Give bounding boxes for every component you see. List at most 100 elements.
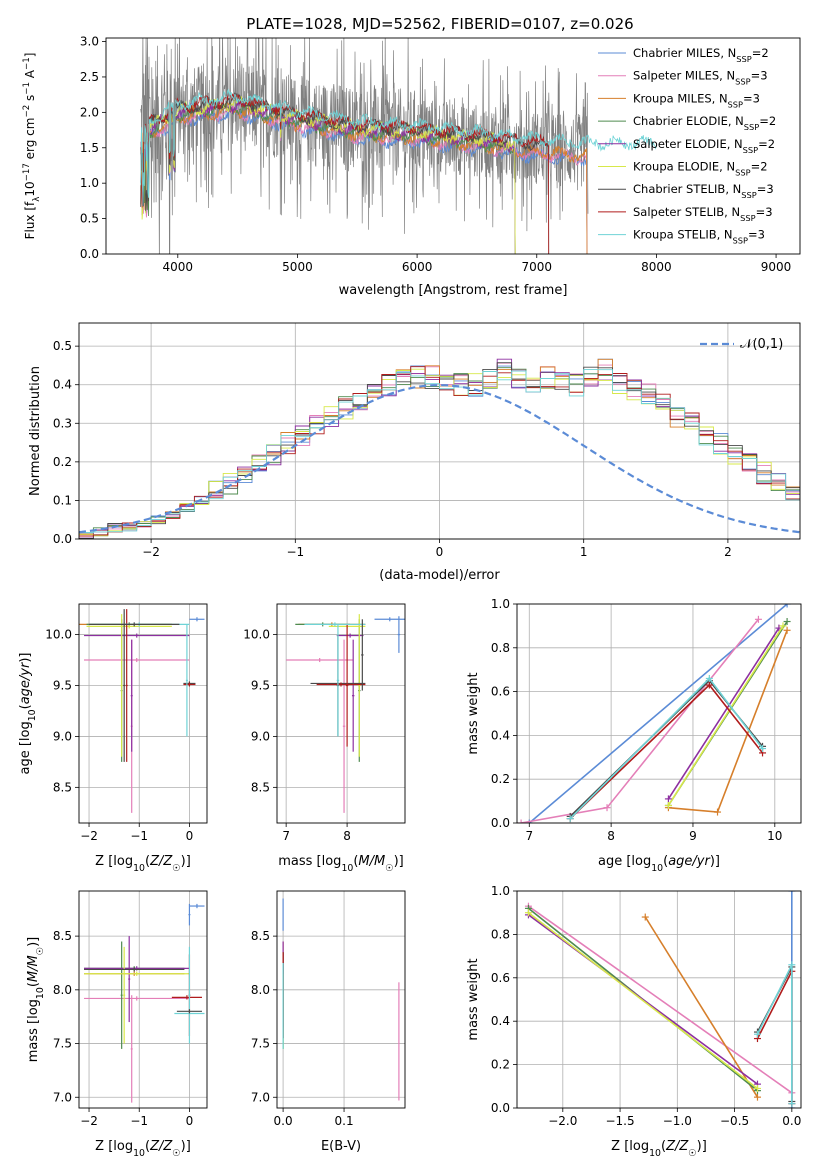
weight-line xyxy=(528,914,758,1085)
legend-entry: Salpeter ELODIE, NSSP=2 xyxy=(633,137,775,155)
x-axis-label: Z [log10(Z/Z☉)] xyxy=(95,854,191,874)
y-tick-label: 7.5 xyxy=(251,1037,270,1051)
x-tick-label: 7 xyxy=(525,829,533,843)
x-axis-label: wavelength [Angstrom, rest frame] xyxy=(339,283,568,298)
x-axis-label: mass [log10(M/M☉)] xyxy=(278,854,404,874)
x-tick-label: −0.5 xyxy=(720,1114,749,1128)
model-spectrum-line xyxy=(140,99,516,254)
axes-frame xyxy=(78,603,208,824)
weight-line xyxy=(528,912,758,1090)
y-tick-label: 8.0 xyxy=(251,983,270,997)
weight-line xyxy=(756,970,793,1104)
weight_vs_age-panel: 7 8 9 10 0.0 0.2 0.4 0.6 0.8 1.0 age [log10(age/yr… xyxy=(466,597,802,874)
y-axis-label: mass weight xyxy=(466,672,481,754)
y-tick-label: 0.8 xyxy=(491,641,510,655)
y-tick-label: 0.1 xyxy=(53,493,72,507)
histogram-line xyxy=(79,358,800,536)
x-tick-label: 7 xyxy=(282,829,290,843)
y-axis-label: mass weight xyxy=(466,958,481,1040)
legend-entry: Salpeter MILES, NSSP=3 xyxy=(633,69,768,87)
x-tick-label: −1.5 xyxy=(605,1114,634,1128)
legend-entry: Salpeter STELIB, NSSP=3 xyxy=(633,205,773,223)
legend-entry: Chabrier STELIB, NSSP=3 xyxy=(633,182,774,200)
x-tick-label: 0 xyxy=(186,829,194,843)
axes-frame xyxy=(276,890,406,1109)
x-tick-label: 2 xyxy=(724,545,732,559)
weight-line xyxy=(667,627,780,800)
y-tick-label: 1.0 xyxy=(491,884,510,898)
errorbars xyxy=(79,609,205,813)
errorbars xyxy=(282,898,400,1101)
x-tick-label: −1.0 xyxy=(663,1114,692,1128)
weight_vs_Z-panel: −2.0 −1.5 −1.0 −0.5 0.0 0.0 0.2 0.4 0.6 0.8 1.0 Z [… xyxy=(466,884,802,1159)
y-tick-label: 8.5 xyxy=(53,929,72,943)
model-spectrum-line xyxy=(140,92,550,254)
y-tick-label: 0.3 xyxy=(53,416,72,430)
weight-lines xyxy=(517,604,791,823)
y-tick-label: 9.0 xyxy=(251,729,270,743)
y-tick-label: 9.0 xyxy=(53,729,72,743)
x-tick-label: 0.0 xyxy=(274,1114,293,1128)
x-tick-label: 8 xyxy=(607,829,615,843)
x-tick-label: −2 xyxy=(80,1114,98,1128)
y-tick-label: 0.2 xyxy=(491,1058,510,1072)
x-axis-label: (data-model)/error xyxy=(379,568,500,583)
y-tick-label: 7.0 xyxy=(53,1090,72,1104)
y-tick-label: 0.0 xyxy=(80,247,99,261)
y-tick-label: 9.5 xyxy=(53,678,72,692)
age_vs_Z-panel: −2 −1 0 8.5 9.0 9.5 10.0 Z [log10(Z/Z☉)] age [lo… xyxy=(18,603,208,874)
axes-frame xyxy=(78,890,208,1109)
y-tick-label: 2.0 xyxy=(80,105,99,119)
x-axis-label: E(B-V) xyxy=(321,1139,361,1154)
histogram-line xyxy=(79,367,800,535)
y-tick-label: 0.4 xyxy=(491,1014,510,1028)
y-tick-label: 0.8 xyxy=(491,927,510,941)
legend-entry: Chabrier ELODIE, NSSP=2 xyxy=(633,114,776,132)
y-tick-label: 0.5 xyxy=(80,212,99,226)
weight-line xyxy=(569,677,764,820)
x-tick-label: −2 xyxy=(80,829,98,843)
x-tick-label: −1 xyxy=(130,1114,148,1128)
x-tick-label: 4000 xyxy=(163,260,194,274)
y-tick-label: 3.0 xyxy=(80,35,99,49)
x-tick-label: 0.0 xyxy=(782,1114,801,1128)
y-axis-label: Normed distribution xyxy=(28,366,43,496)
y-tick-label: 0.2 xyxy=(491,772,510,786)
spectrum-panel: 4000 5000 6000 7000 8000 9000 0.0 0.5 1.0 1.5 2.0 2… xyxy=(22,35,801,298)
normal-curve-line xyxy=(79,383,800,534)
x-tick-label: 8 xyxy=(343,829,351,843)
weight-line xyxy=(644,916,759,1098)
y-tick-label: 8.5 xyxy=(251,780,270,794)
x-tick-label: 6000 xyxy=(402,260,433,274)
y-tick-label: 0.2 xyxy=(53,455,72,469)
x-tick-label: 10 xyxy=(767,829,782,843)
weight-lines xyxy=(524,891,796,1108)
y-axis-label: age [log10(age/yr)] xyxy=(18,652,38,774)
y-tick-label: 8.0 xyxy=(53,983,72,997)
axes-frame xyxy=(105,37,801,255)
errorbars xyxy=(84,903,205,1103)
y-tick-label: 1.5 xyxy=(80,141,99,155)
histogram-line xyxy=(79,369,800,533)
x-tick-label: 0.1 xyxy=(335,1114,354,1128)
axes-frame xyxy=(78,322,801,540)
y-tick-label: 7.5 xyxy=(53,1037,72,1051)
legend-entry: Chabrier MILES, NSSP=2 xyxy=(633,46,769,64)
y-tick-label: 0.4 xyxy=(53,378,72,392)
mass_vs_Z-panel: −2 −1 0 7.0 7.5 8.0 8.5 Z [log10(Z/Z☉)] mass [lo… xyxy=(26,890,208,1159)
weight-line xyxy=(667,625,784,806)
legend-entry: Kroupa MILES, NSSP=3 xyxy=(633,91,760,109)
x-tick-label: −2.0 xyxy=(548,1114,577,1128)
y-tick-label: 0.0 xyxy=(491,816,510,830)
axes-frame xyxy=(276,603,406,824)
legend-entry: Kroupa ELODIE, NSSP=2 xyxy=(633,160,768,178)
x-axis-label: Z [log10(Z/Z☉)] xyxy=(611,1139,707,1159)
y-axis-label: mass [log10(M/M☉)] xyxy=(26,937,46,1063)
x-tick-label: 8000 xyxy=(641,260,672,274)
x-axis-label: Z [log10(Z/Z☉)] xyxy=(95,1139,191,1159)
residual-panel: −2 −1 0 1 2 0.0 0.1 0.2 0.3 0.4 0.5 (data-model)/er… xyxy=(28,322,801,583)
y-tick-label: 7.0 xyxy=(251,1090,270,1104)
x-tick-label: −2 xyxy=(142,545,160,559)
model-spectrum-line xyxy=(140,95,516,254)
